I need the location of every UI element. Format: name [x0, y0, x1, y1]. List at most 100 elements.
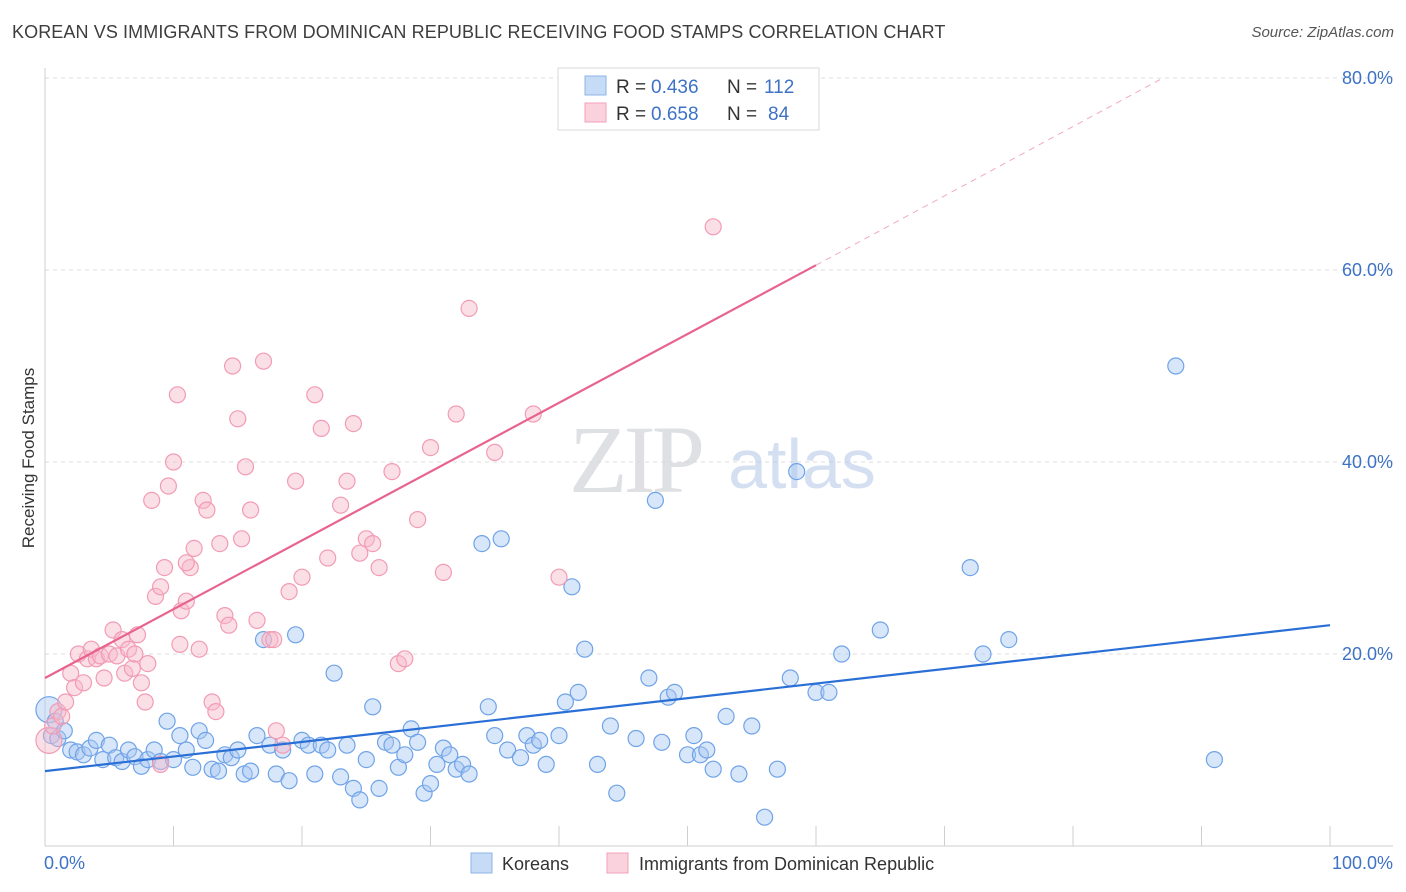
legend-r-label-2: R = — [616, 104, 646, 125]
point-s1-67 — [383, 463, 401, 481]
point-s0-38 — [274, 741, 292, 759]
point-s0-59 — [409, 733, 427, 751]
point-s0-110 — [1000, 630, 1018, 649]
point-s1-4 — [56, 693, 75, 711]
point-s0-86 — [627, 729, 645, 748]
point-s0-16 — [132, 757, 150, 775]
point-s1-3 — [53, 707, 71, 726]
point-s1-53 — [267, 722, 285, 740]
point-s0-45 — [319, 741, 337, 759]
series-0 — [35, 357, 1224, 826]
point-s1-58 — [306, 386, 324, 404]
point-s1-80 — [171, 635, 189, 654]
point-s1-30 — [159, 477, 177, 495]
trend-layer — [44, 77, 1331, 773]
point-s1-49 — [242, 501, 260, 519]
legend-bottom-label-dominican: Immigrants from Dominican Republic — [639, 854, 934, 874]
point-s0-53 — [370, 779, 388, 798]
trendline-1 — [44, 264, 817, 679]
point-s0-51 — [357, 750, 375, 769]
point-s0-69 — [479, 698, 497, 716]
point-s0-97 — [717, 707, 735, 726]
point-s0-99 — [743, 717, 761, 735]
y-tick-label-1: 40.0% — [1342, 452, 1393, 472]
tick-labels: 20.0% 40.0% 60.0% 80.0% 0.0% 100.0% — [44, 68, 1393, 873]
point-s0-60 — [415, 784, 433, 802]
legend-swatch-koreans — [584, 75, 607, 96]
legend-bottom-swatch-koreans — [470, 852, 493, 874]
point-s0-107 — [871, 621, 889, 639]
point-s1-24 — [136, 693, 154, 711]
point-s0-34 — [248, 726, 266, 745]
point-s0-103 — [788, 463, 806, 481]
point-s1-69 — [396, 650, 414, 668]
point-s0-102 — [781, 669, 799, 687]
point-s0-105 — [820, 683, 838, 702]
point-s0-22 — [171, 726, 189, 745]
point-s0-25 — [190, 722, 208, 740]
point-s0-79 — [556, 693, 575, 711]
y-tick-label-3: 80.0% — [1342, 68, 1393, 88]
point-s1-27 — [146, 587, 165, 606]
legend-bottom-label-koreans: Koreans — [502, 854, 569, 874]
point-s1-20 — [123, 659, 141, 678]
series-layer — [35, 218, 1224, 826]
point-s1-50 — [248, 611, 266, 630]
legend-r-value-1: 0.436 — [651, 77, 699, 98]
point-s0-92 — [678, 746, 697, 764]
point-s1-55 — [280, 582, 298, 601]
point-s1-66 — [370, 558, 388, 577]
trendline-0 — [44, 624, 1331, 773]
point-s0-20 — [158, 712, 176, 730]
point-s0-88 — [646, 491, 665, 509]
point-s0-82 — [576, 640, 594, 658]
point-s0-78 — [550, 726, 568, 745]
x-tick-label-0: 0.0% — [44, 853, 85, 873]
point-s0-47 — [332, 768, 350, 786]
point-s1-63 — [344, 415, 362, 433]
point-s0-66 — [454, 755, 472, 774]
point-s1-29 — [155, 558, 174, 577]
point-s0-83 — [588, 755, 607, 774]
point-s0-39 — [280, 772, 298, 790]
point-s1-37 — [190, 640, 208, 658]
legend-bottom: Koreans Immigrants from Dominican Republ… — [470, 852, 934, 874]
point-s0-55 — [383, 736, 401, 754]
point-s1-59 — [312, 419, 330, 437]
point-s0-109 — [974, 645, 992, 663]
point-s1-41 — [207, 702, 225, 721]
point-s1-13 — [95, 669, 113, 687]
point-s0-28 — [209, 762, 228, 780]
point-s0-95 — [698, 741, 716, 759]
point-s0-111 — [1167, 357, 1185, 375]
legend-r-value-2: 0.658 — [651, 104, 699, 125]
point-s0-14 — [119, 741, 138, 759]
point-s1-52 — [261, 630, 279, 649]
point-s0-67 — [460, 765, 478, 783]
y-tick-label-2: 60.0% — [1342, 260, 1393, 280]
point-s1-47 — [233, 530, 251, 548]
point-s1-48 — [236, 458, 255, 476]
legend-bottom-swatch-dominican — [606, 852, 629, 874]
point-s0-33 — [242, 762, 260, 780]
watermark: ZIP atlas — [569, 406, 876, 513]
gridlines — [45, 77, 1393, 655]
point-s1-6 — [65, 678, 84, 697]
point-s0-70 — [486, 726, 504, 745]
point-s0-73 — [511, 749, 530, 767]
point-s0-108 — [961, 558, 979, 577]
point-s1-61 — [332, 496, 350, 514]
point-s0-106 — [833, 645, 851, 663]
point-s0-112 — [1205, 750, 1224, 769]
point-s1-62 — [338, 472, 356, 490]
point-s1-46 — [229, 410, 247, 428]
point-s0-71 — [492, 530, 510, 548]
watermark-zip: ZIP — [569, 406, 702, 513]
point-s0-9 — [87, 731, 106, 750]
point-s0-76 — [531, 731, 549, 750]
chart-title: KOREAN VS IMMIGRANTS FROM DOMINICAN REPU… — [12, 22, 946, 42]
point-s1-64 — [351, 544, 369, 562]
point-s1-75 — [486, 443, 504, 461]
point-s1-25 — [139, 654, 157, 673]
